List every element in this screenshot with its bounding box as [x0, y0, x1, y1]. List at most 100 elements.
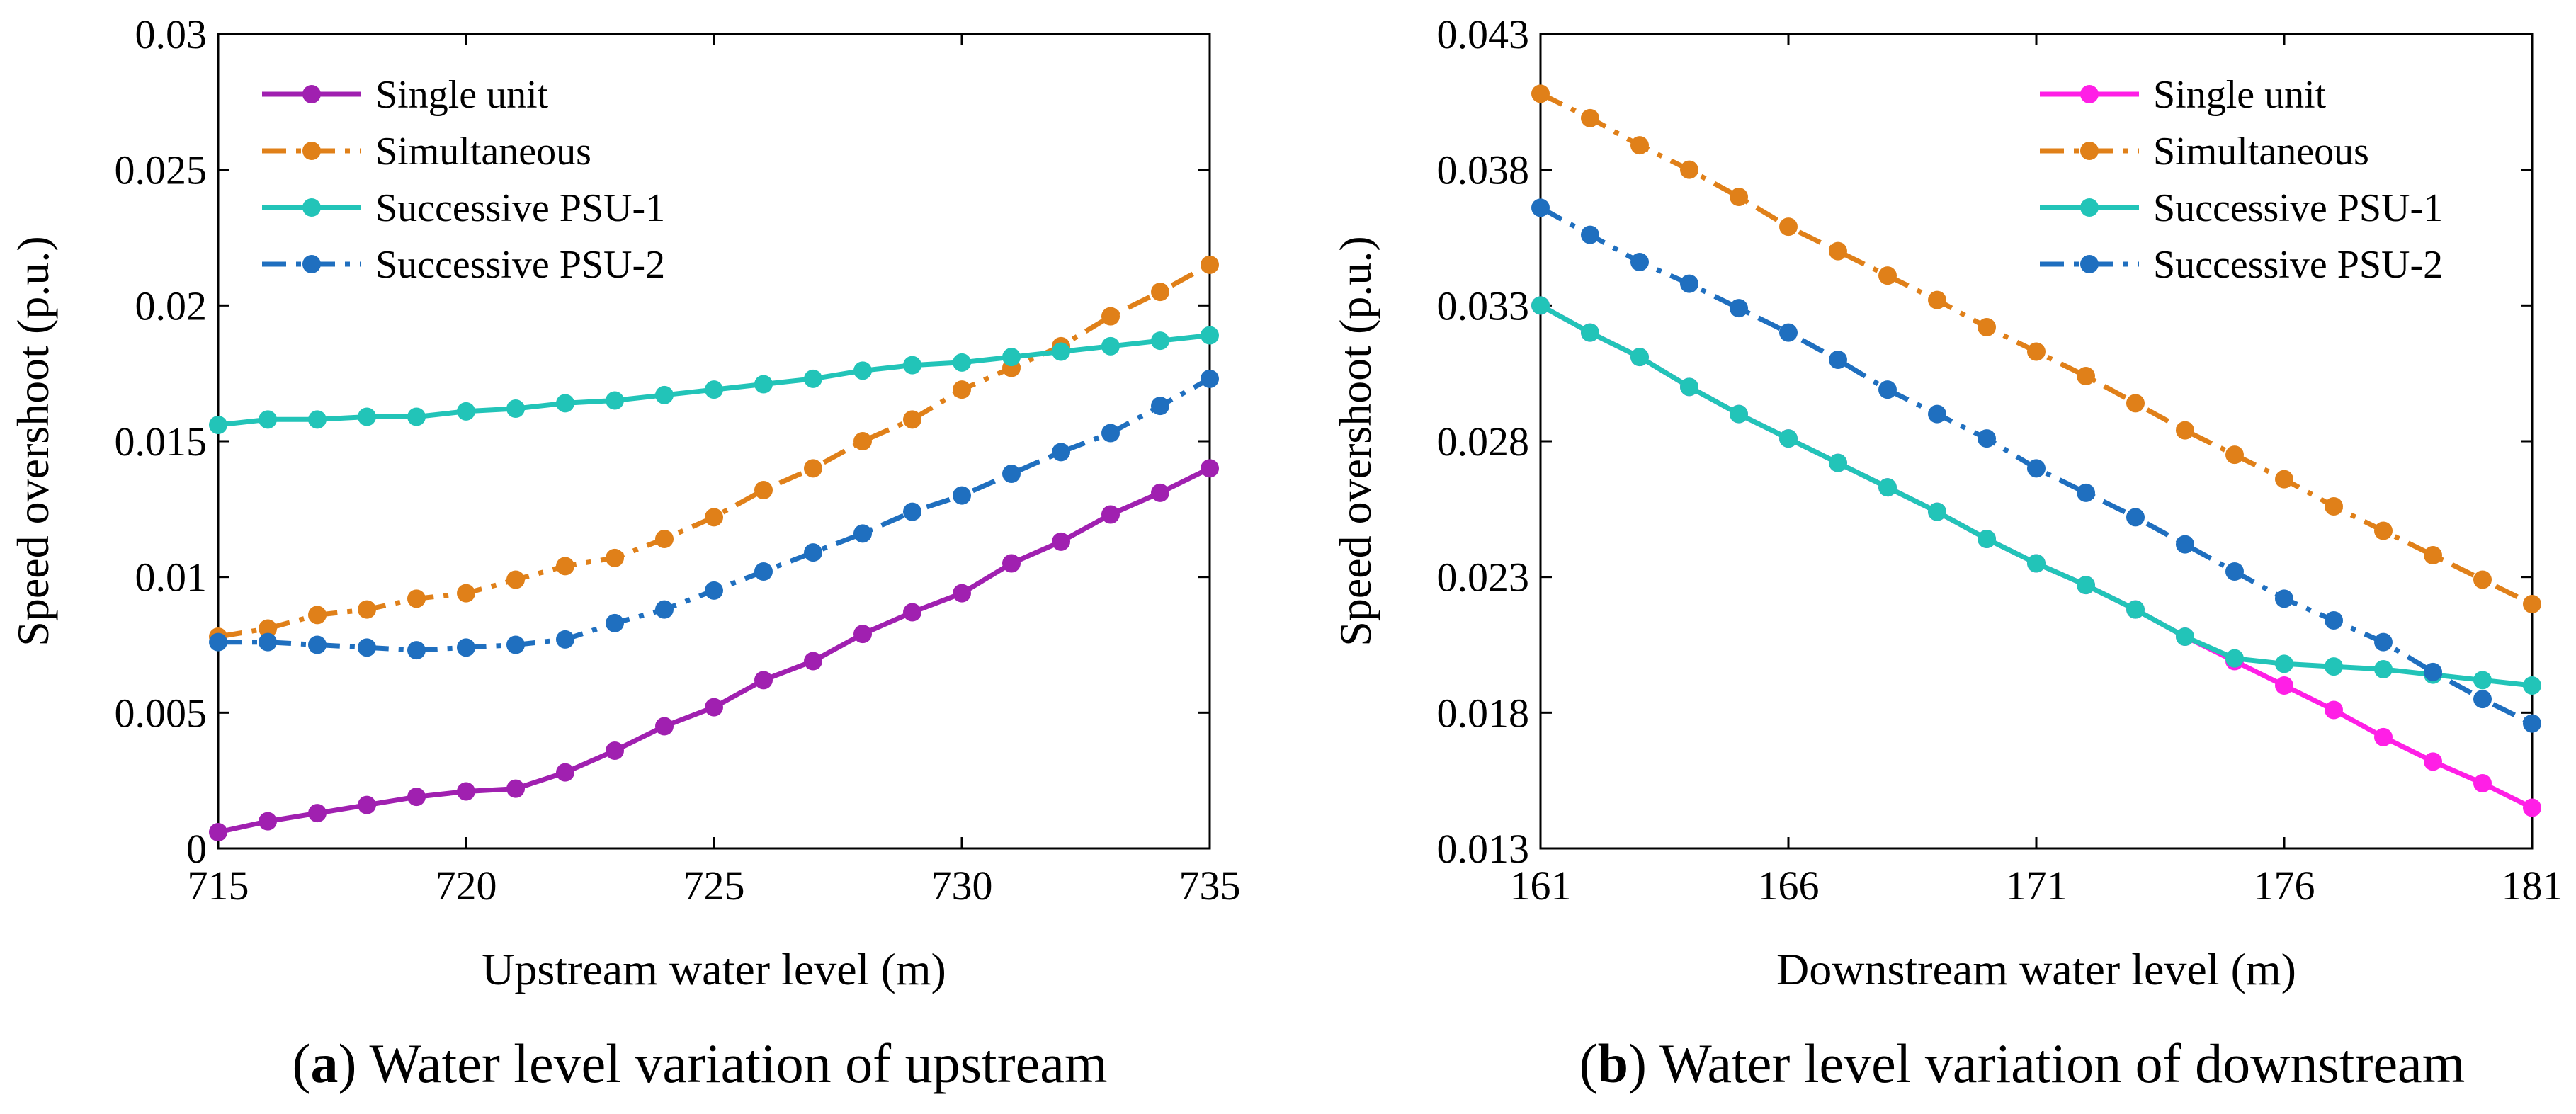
- data-point: [2374, 727, 2393, 746]
- data-point: [1002, 465, 1021, 483]
- data-point: [2077, 483, 2095, 502]
- legend-label: Single unit: [375, 73, 549, 117]
- data-point: [209, 823, 227, 841]
- data-point: [556, 630, 574, 649]
- data-point: [804, 459, 822, 478]
- data-point: [407, 589, 426, 608]
- legend-label: Successive PSU-2: [2153, 243, 2443, 287]
- caption-text: ) Water level variation of downstream: [1628, 1033, 2465, 1094]
- data-point: [407, 788, 426, 807]
- data-point: [1201, 326, 1219, 345]
- data-point: [953, 584, 971, 603]
- y-tick-label: 0: [186, 826, 207, 872]
- data-point: [606, 741, 624, 760]
- data-point: [457, 402, 475, 421]
- data-point: [2473, 774, 2492, 792]
- data-point: [1680, 377, 1698, 397]
- data-point: [358, 795, 376, 814]
- data-point: [2325, 700, 2343, 720]
- data-point: [655, 385, 674, 404]
- data-point: [705, 698, 723, 717]
- legend-label: Single unit: [2153, 73, 2327, 117]
- data-point: [804, 543, 822, 562]
- data-point: [953, 486, 971, 505]
- data-point: [1878, 380, 1897, 399]
- data-point: [1201, 255, 1219, 274]
- data-point: [209, 632, 227, 652]
- data-point: [1630, 136, 1649, 155]
- y-tick-label: 0.015: [115, 419, 208, 465]
- data-point: [2374, 521, 2393, 540]
- y-tick-label: 0.005: [115, 690, 208, 736]
- caption-open-paren: (: [1579, 1033, 1598, 1094]
- caption-panel-letter: b: [1598, 1033, 1628, 1094]
- data-point: [1201, 459, 1219, 478]
- data-point: [2126, 508, 2145, 527]
- data-point: [457, 584, 475, 603]
- data-point: [655, 530, 674, 548]
- caption-open-paren: (: [292, 1033, 310, 1094]
- data-point: [308, 635, 327, 654]
- y-axis-label: Speed overshoot (p.u.): [8, 236, 58, 646]
- data-point: [2126, 600, 2145, 619]
- data-point: [2027, 554, 2046, 573]
- data-point: [358, 638, 376, 657]
- data-point: [2176, 421, 2194, 440]
- data-point: [2077, 576, 2095, 595]
- panel-caption: (a) Water level variation of upstream: [292, 1033, 1107, 1094]
- data-point: [1779, 429, 1798, 448]
- data-point: [2374, 660, 2393, 678]
- data-point: [2176, 535, 2194, 554]
- data-point: [308, 804, 327, 823]
- legend-marker: [2080, 142, 2099, 160]
- data-point: [2325, 497, 2343, 516]
- data-point: [903, 356, 921, 375]
- chart-panel-b: 0.013 0.018 0.023 0.028 0.033 0.038 0.043 161 16…: [1330, 11, 2563, 1094]
- data-point: [2077, 367, 2095, 385]
- x-tick-label: 171: [2006, 863, 2067, 909]
- data-point: [1002, 348, 1021, 367]
- y-tick-label: 0.03: [135, 11, 208, 57]
- legend-marker: [302, 85, 321, 103]
- data-point: [1928, 290, 1946, 309]
- data-point: [457, 638, 475, 657]
- data-point: [2424, 662, 2442, 681]
- data-point: [2027, 459, 2046, 478]
- x-tick-label: 181: [2502, 863, 2563, 909]
- data-point: [1630, 253, 1649, 271]
- data-point: [2325, 611, 2343, 630]
- data-point: [2523, 595, 2541, 613]
- series-single-unit: [209, 459, 1219, 841]
- data-point: [953, 353, 971, 372]
- data-point: [1151, 397, 1169, 416]
- data-point: [1730, 188, 1748, 206]
- data-point: [1101, 424, 1120, 443]
- data-point: [2225, 445, 2244, 465]
- data-point: [1101, 307, 1120, 326]
- data-point: [407, 407, 426, 426]
- y-tick-label: 0.01: [135, 555, 208, 601]
- data-point: [953, 380, 971, 399]
- x-tick-label: 715: [188, 863, 249, 909]
- x-tick-label: 730: [931, 863, 993, 909]
- data-point: [853, 625, 872, 644]
- y-tick-label: 0.033: [1437, 283, 1530, 329]
- data-point: [655, 717, 674, 736]
- legend-marker: [2080, 85, 2099, 103]
- legend-label: Successive PSU-2: [375, 243, 665, 287]
- data-point: [2523, 714, 2541, 733]
- data-point: [606, 613, 624, 632]
- legend-label: Simultaneous: [375, 130, 591, 174]
- data-point: [606, 548, 624, 567]
- data-point: [1151, 283, 1169, 302]
- data-point: [457, 782, 475, 801]
- y-tick-label: 0.038: [1437, 147, 1530, 193]
- data-point: [1730, 299, 1748, 318]
- data-point: [2275, 676, 2293, 695]
- data-point: [1779, 217, 1798, 237]
- data-point: [2225, 649, 2244, 668]
- data-point: [853, 524, 872, 543]
- data-point: [853, 432, 872, 450]
